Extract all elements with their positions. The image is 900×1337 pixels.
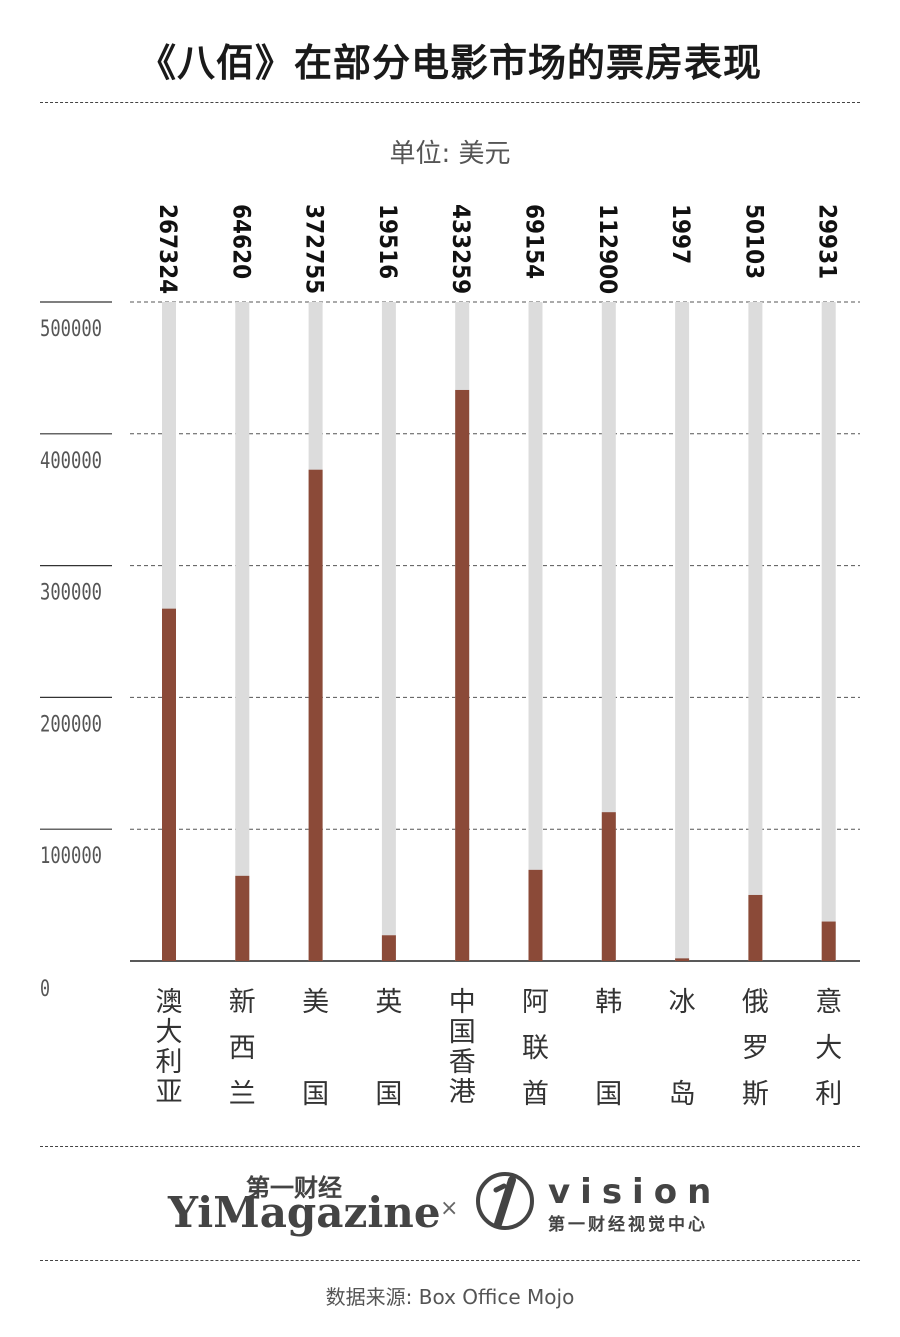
category-label: 西 — [229, 1033, 256, 1064]
category-label: 澳 — [156, 987, 183, 1018]
category-label: 兰 — [229, 1079, 256, 1110]
category-label: 国 — [375, 1079, 402, 1110]
category-label: 意 — [815, 987, 842, 1018]
category-label: 冰 — [669, 987, 696, 1018]
bar — [455, 389, 470, 962]
category-label: 韩 — [595, 987, 622, 1018]
top-divider — [40, 102, 860, 103]
y-tick-label: 300000 — [40, 581, 102, 606]
bar-track — [601, 302, 616, 961]
yimagazine-logo: YiMagazine — [168, 1188, 441, 1237]
data-label: 64620 — [227, 204, 255, 279]
category-label: 酋 — [522, 1079, 549, 1110]
category-label: 香 — [449, 1047, 476, 1078]
yimagazine-logo-cn: 第一财经 — [246, 1174, 342, 1202]
data-label: 69154 — [521, 204, 549, 279]
bar — [162, 608, 176, 961]
category-label: 港 — [449, 1077, 476, 1108]
category-label: 岛 — [669, 1079, 696, 1110]
category-label: 大 — [156, 1017, 183, 1048]
category-label: 亚 — [156, 1077, 183, 1108]
logo-separator: × — [440, 1196, 459, 1221]
bar — [601, 812, 616, 961]
category-label: 罗 — [742, 1033, 769, 1064]
data-label: 50103 — [740, 204, 768, 279]
category-label: 大 — [815, 1033, 842, 1064]
bar — [381, 935, 396, 961]
bar — [748, 894, 763, 961]
bar — [821, 921, 836, 961]
category-label: 斯 — [742, 1079, 769, 1110]
chart-title: 《八佰》在部分电影市场的票房表现 — [137, 41, 762, 85]
category-label: 国 — [595, 1079, 622, 1110]
y-tick-label: 200000 — [40, 712, 102, 737]
bar — [675, 958, 690, 961]
bar-track — [381, 302, 396, 961]
vision-logo-subtitle: 第一财经视觉中心 — [548, 1215, 708, 1235]
footer-divider-bottom — [40, 1260, 860, 1261]
category-label: 新 — [229, 987, 256, 1018]
category-label: 中 — [449, 987, 476, 1018]
data-label: 112900 — [594, 204, 622, 294]
category-label: 阿 — [522, 987, 549, 1018]
category-label: 美 — [302, 987, 329, 1018]
category-label: 利 — [156, 1047, 183, 1078]
bar — [235, 875, 250, 961]
bar-track — [748, 302, 763, 961]
source-note: 数据来源: Box Office Mojo — [325, 1285, 575, 1309]
bar-track — [821, 302, 836, 961]
bar-track — [675, 302, 690, 961]
category-label: 俄 — [742, 987, 769, 1018]
data-label: 372755 — [301, 204, 329, 294]
category-label: 国 — [302, 1079, 329, 1110]
vision-logo-text: vision — [548, 1172, 722, 1212]
bar — [308, 469, 323, 961]
data-label: 433259 — [447, 204, 475, 294]
bar-chart: 0100000200000300000400000500000267324澳大利… — [40, 204, 860, 1110]
data-label: 1997 — [667, 204, 695, 264]
category-label: 国 — [449, 1017, 476, 1048]
unit-label: 单位: 美元 — [389, 139, 511, 169]
data-label: 29931 — [814, 204, 842, 279]
y-tick-label: 500000 — [40, 317, 102, 342]
bar-track — [528, 302, 543, 961]
category-label: 联 — [522, 1033, 549, 1064]
vision-logo-icon — [476, 1172, 534, 1230]
data-label: 19516 — [374, 204, 402, 279]
category-label: 英 — [375, 987, 402, 1018]
footer-divider-top — [40, 1146, 860, 1147]
y-tick-label: 0 — [40, 977, 50, 1002]
category-label: 利 — [815, 1079, 842, 1110]
y-tick-label: 400000 — [40, 449, 102, 474]
bar — [528, 869, 543, 961]
bar-track — [235, 302, 250, 961]
data-label: 267324 — [154, 204, 182, 294]
y-tick-label: 100000 — [40, 844, 102, 869]
